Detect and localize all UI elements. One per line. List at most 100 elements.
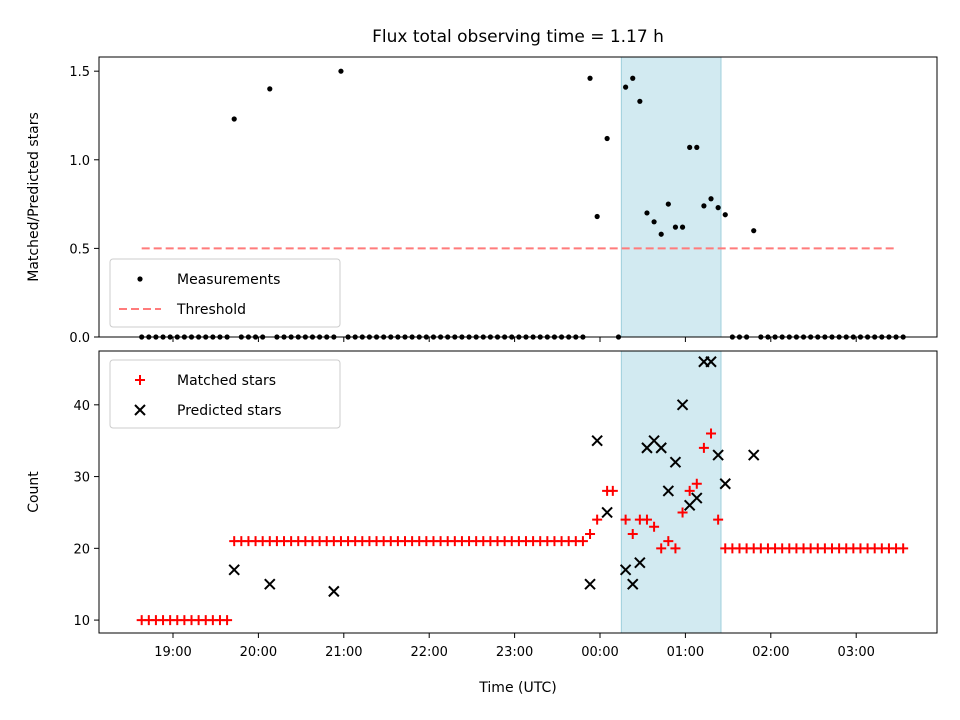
data-point — [644, 210, 650, 216]
data-point — [627, 528, 638, 539]
legend-swatch — [135, 375, 145, 385]
data-point — [627, 578, 639, 590]
data-point — [898, 543, 909, 554]
x-tick-label: 23:00 — [496, 645, 533, 660]
legend-label: Matched stars — [177, 373, 276, 389]
data-point — [679, 224, 686, 230]
axes-frame — [98, 56, 938, 338]
data-point — [694, 144, 700, 150]
data-point — [663, 536, 674, 547]
data-point — [641, 514, 652, 525]
data-point — [649, 521, 660, 532]
data-point — [619, 564, 632, 576]
data-point — [594, 213, 600, 220]
x-tick-label: 01:00 — [667, 645, 704, 660]
data-point — [651, 219, 657, 225]
data-point — [592, 514, 603, 525]
x-tick-label: 00:00 — [581, 645, 618, 660]
legend-box — [109, 258, 341, 328]
shaded-span — [620, 56, 722, 338]
data-point — [607, 485, 618, 496]
data-point — [691, 492, 703, 504]
data-point — [630, 75, 636, 81]
data-point — [655, 442, 667, 454]
y-tick-label: 40 — [73, 399, 90, 414]
data-point — [267, 86, 273, 92]
y-tick-label: 0.5 — [69, 242, 90, 257]
data-point — [658, 231, 664, 237]
data-point — [676, 399, 689, 411]
data-point — [751, 228, 757, 234]
data-point — [712, 449, 724, 461]
data-point — [656, 543, 667, 554]
data-point — [669, 456, 682, 468]
data-point — [328, 585, 340, 598]
data-point — [722, 212, 728, 218]
data-point — [698, 442, 709, 453]
legend-swatch — [134, 404, 146, 416]
data-point — [701, 203, 707, 209]
legend-label: Predicted stars — [177, 403, 282, 419]
data-point — [620, 514, 631, 525]
data-point — [687, 144, 693, 150]
axes-frame — [98, 350, 938, 634]
data-point — [601, 506, 613, 519]
data-point — [719, 478, 731, 490]
bottom-panel: 10 20 30 40 19:00 20:00 21:00 22:00 23:00 00:00 01… — [26, 350, 938, 660]
data-point — [672, 224, 679, 230]
legend-label: Threshold — [176, 302, 246, 318]
data-point — [264, 578, 276, 590]
y-tick-label: 30 — [73, 471, 90, 486]
series-matched-stars — [136, 428, 909, 626]
x-tick-label: 19:00 — [154, 645, 191, 660]
y-axis-label: Count — [26, 471, 42, 513]
data-point — [706, 428, 717, 439]
data-point — [577, 536, 588, 547]
data-point — [670, 543, 681, 554]
series-predicted-stars — [228, 356, 760, 598]
data-point — [591, 434, 603, 447]
y-tick-label: 10 — [73, 614, 90, 629]
data-point — [228, 564, 240, 576]
data-point — [338, 68, 344, 74]
data-point — [604, 135, 610, 142]
data-point — [691, 478, 702, 489]
legend: Measurements Threshold — [109, 258, 341, 328]
data-point — [748, 449, 760, 461]
data-point — [231, 116, 237, 122]
data-point — [677, 507, 688, 518]
chart-title: Flux total observing time = 1.17 h — [372, 27, 664, 47]
x-tick-label: 20:00 — [240, 645, 277, 660]
y-tick-label: 20 — [73, 542, 90, 557]
data-point — [637, 98, 643, 104]
x-axis-label: Time (UTC) — [478, 680, 556, 696]
legend-label: Measurements — [177, 272, 280, 288]
top-panel: 0.0 0.5 1.0 1.5 Matched/Predicted stars Measu… — [26, 56, 938, 346]
data-point — [684, 485, 695, 496]
data-point — [623, 84, 629, 90]
x-tick-label: 02:00 — [752, 645, 789, 660]
data-point — [585, 528, 596, 539]
legend-swatch — [137, 276, 143, 282]
x-tick-label: 21:00 — [325, 645, 362, 660]
data-point — [715, 205, 721, 211]
x-tick-label: 03:00 — [837, 645, 874, 660]
data-point — [708, 196, 714, 202]
y-axis-label: Matched/Predicted stars — [26, 112, 42, 282]
y-tick-label: 0.0 — [69, 331, 90, 346]
data-point — [587, 75, 593, 81]
data-point — [665, 201, 671, 207]
y-tick-label: 1.0 — [69, 154, 90, 169]
data-point — [222, 615, 233, 626]
x-tick-label: 22:00 — [410, 645, 447, 660]
shaded-span — [620, 350, 722, 634]
data-point — [662, 485, 675, 497]
legend: Matched stars Predicted stars — [109, 359, 341, 429]
data-point — [705, 356, 717, 368]
data-point — [634, 556, 646, 569]
data-point — [584, 578, 596, 590]
data-point — [713, 514, 724, 525]
legend-box — [109, 359, 341, 429]
y-tick-label: 1.5 — [69, 65, 90, 80]
